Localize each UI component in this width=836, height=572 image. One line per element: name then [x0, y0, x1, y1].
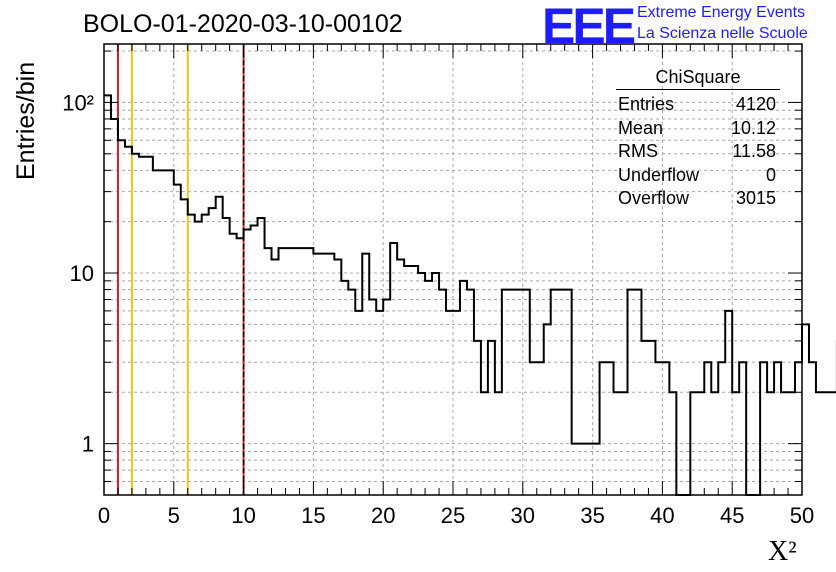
logo-line2: La Scienza nelle Scuole — [637, 25, 808, 42]
x-tick-label: 50 — [790, 503, 814, 528]
cut-lines — [116, 44, 245, 495]
stats-row-underflow: Underflow 0 — [612, 164, 784, 188]
stats-value: 0 — [765, 164, 776, 185]
y-axis-label: Entries/bin — [12, 61, 40, 180]
stats-title: ChiSquare — [616, 66, 780, 90]
x-tick-label: 0 — [98, 503, 110, 528]
stats-value: 4120 — [735, 94, 776, 114]
x-tick-label: 40 — [650, 503, 674, 528]
stats-value: 10.12 — [730, 117, 776, 138]
x-tick-label: 25 — [441, 503, 465, 528]
stats-value: 11.58 — [732, 141, 776, 161]
stats-row-mean: Mean 10.12 — [612, 117, 784, 141]
stats-row-entries: Entries 4120 — [612, 93, 784, 117]
stats-label: Entries — [618, 94, 675, 114]
histogram-outline — [104, 94, 836, 496]
y-tick-label: 1 — [82, 432, 94, 457]
tick-labels: 0 5 10 15 20 25 30 35 40 45 50 1 10 10² — [62, 90, 814, 528]
x-tick-label: 10 — [231, 503, 255, 528]
y-tick-label: 10 — [70, 261, 94, 286]
x-axis-label: X² — [768, 536, 797, 567]
x-tick-label: 30 — [511, 503, 535, 528]
grid-lines — [104, 44, 802, 495]
stats-row-rms: RMS 11.58 — [612, 140, 784, 164]
logo-line1: Extreme Energy Events — [637, 4, 806, 21]
stats-box: ChiSquare Entries 4120 Mean 10.12 RMS 11.58… — [612, 66, 784, 211]
chart-title: BOLO-01-2020-03-10-00102 — [83, 10, 403, 38]
stats-label: Overflow — [618, 188, 690, 208]
y-tick-label: 10² — [62, 90, 94, 115]
x-tick-label: 15 — [301, 503, 325, 528]
stats-value: 3015 — [735, 188, 776, 208]
axis-ticks — [103, 44, 803, 496]
x-tick-label: 35 — [580, 503, 604, 528]
stats-label: Underflow — [618, 164, 700, 185]
x-tick-label: 20 — [371, 503, 395, 528]
eee-logo: EEE — [542, 0, 636, 54]
stats-row-overflow: Overflow 3015 — [612, 187, 784, 211]
stats-label: Mean — [618, 117, 664, 138]
stats-label: RMS — [618, 141, 658, 161]
x-tick-label: 45 — [720, 503, 744, 528]
x-tick-label: 5 — [168, 503, 180, 528]
